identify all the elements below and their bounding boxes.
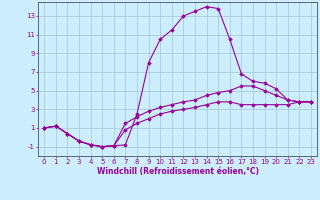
X-axis label: Windchill (Refroidissement éolien,°C): Windchill (Refroidissement éolien,°C) (97, 167, 259, 176)
